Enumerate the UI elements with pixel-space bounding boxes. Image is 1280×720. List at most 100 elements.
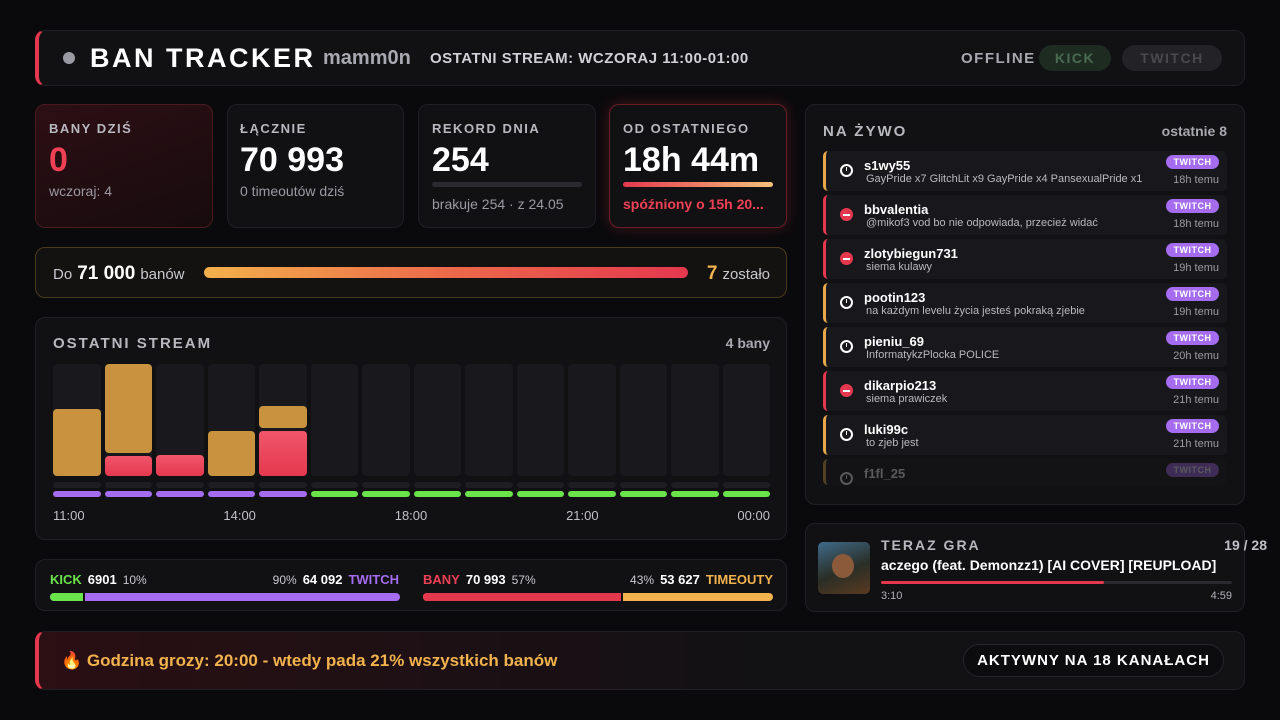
feed-entry: luki99c to zjeb jest TWITCH 21h temu [823, 415, 1227, 455]
platform-marker [413, 491, 461, 497]
platform-marker [156, 491, 204, 497]
platform-badge: TWITCH [1166, 199, 1219, 213]
x-label: 14:00 [223, 508, 256, 523]
feed-time: 21h temu [1173, 394, 1219, 406]
platform-marker [362, 491, 410, 497]
bans-pct: 57% [511, 573, 536, 587]
feed-message: na każdym levelu życia jesteś pokraką zj… [866, 305, 1085, 317]
feed-message: to zjeb jest [866, 437, 919, 449]
stat-label: BANY DZIŚ [49, 121, 133, 136]
split-panel [35, 559, 787, 611]
platform-bar [465, 482, 513, 488]
x-label: 11:00 [53, 508, 85, 523]
icon-hand [845, 167, 847, 171]
type-bar [423, 593, 773, 601]
x-label: 21:00 [566, 508, 599, 523]
song-progress [881, 581, 1232, 584]
record-bar [432, 182, 582, 187]
platform-bar [156, 482, 204, 488]
timeout-bar [53, 408, 101, 476]
feed-time: 20h temu [1173, 350, 1219, 362]
feed-user: bbvalentia [864, 202, 929, 217]
timeouts-pct: 43% [630, 573, 655, 587]
feed-entry: f1fl_25 TWITCH [823, 459, 1227, 485]
platform-bar [619, 482, 667, 488]
platform-badge: TWITCH [1166, 331, 1219, 345]
thumbnail-face [832, 554, 854, 578]
feed-message: siema kulawy [866, 261, 933, 273]
song-progress-fill [881, 581, 1105, 584]
platform-bar [413, 482, 461, 488]
channels-badge: AKTYWNY NA 18 KANAŁACH [963, 644, 1224, 677]
platform-bar [362, 482, 410, 488]
last-stream: OSTATNI STREAM: WCZORAJ 11:00-01:00 [430, 50, 749, 67]
kick-pct: 10% [122, 573, 147, 587]
bans-value: 70 993 [465, 572, 506, 587]
icon-hand [845, 343, 847, 347]
feed-time: 19h temu [1173, 262, 1219, 274]
twitch-button[interactable]: TWITCH [1122, 45, 1222, 71]
twitch-label: TWITCH [348, 572, 399, 587]
bans-share [423, 593, 623, 601]
stat-sub: spóźniony o 15h 20... [623, 196, 764, 212]
player-title: TERAZ GRA [881, 537, 981, 553]
platform-marker [259, 491, 307, 497]
platform-marker [516, 491, 564, 497]
kick-button[interactable]: KICK [1039, 45, 1111, 71]
platform-bar [104, 482, 152, 488]
icon-dash [843, 389, 850, 392]
platform-bar [50, 593, 400, 601]
icon-hand [845, 475, 847, 479]
column-bg [465, 364, 513, 476]
column-bg [671, 364, 719, 476]
ban-icon [840, 208, 853, 221]
feed-user: zlotybiegun731 [864, 246, 958, 261]
stat-value: 18h 44m [623, 141, 760, 179]
bans-label: BANY [423, 572, 460, 587]
x-labels: 11:00 14:00 18:00 21:00 00:00 [53, 508, 770, 523]
platform-marker [310, 491, 358, 497]
goal-suffix: banów [140, 266, 185, 283]
feed-entry: dikarpio213 siema prawiczek TWITCH 21h temu [823, 371, 1227, 411]
twitch-value: 64 092 [302, 572, 343, 587]
feed-message: InformatykzPlocka POLICE [866, 349, 1000, 361]
platform-bar [310, 482, 358, 488]
stat-value: 0 [49, 141, 68, 179]
column-bg [413, 364, 461, 476]
split-right: 90% 64 092 TWITCH [273, 572, 399, 587]
ban-bar [156, 454, 204, 476]
feed-entry: pieniu_69 InformatykzPlocka POLICE TWITCH 2… [823, 327, 1227, 367]
platform-bar [53, 482, 101, 488]
platform-bar [207, 482, 255, 488]
song: aczego (feat. Demonzz1) [AI COVER] [REUP… [881, 557, 1217, 573]
stat-label: REKORD DNIA [432, 121, 541, 136]
stat-sub: brakuje 254 · z 24.05 [432, 196, 564, 212]
feed-message: @mikof3 vod bo nie odpowiada, przecież w… [866, 217, 1098, 229]
timeout-icon [840, 428, 853, 441]
feed-user: s1wy55 [864, 158, 911, 173]
platform-marker [568, 491, 616, 497]
duration: 4:59 [1210, 590, 1232, 602]
player-panel [805, 523, 1245, 612]
timeout-icon [840, 164, 853, 177]
feed-time: 21h temu [1173, 438, 1219, 450]
platform-badge: TWITCH [1166, 419, 1219, 433]
platform-badge: TWITCH [1166, 375, 1219, 389]
feed-time: 18h temu [1173, 174, 1219, 186]
stat-sub: 0 timeoutów dziś [240, 183, 345, 199]
timeout-icon [840, 296, 853, 309]
feed-entry: zlotybiegun731 siema kulawy TWITCH 19h temu [823, 239, 1227, 279]
timeout-bar [207, 431, 255, 476]
feed-entry: pootin123 na każdym levelu życia jesteś p… [823, 283, 1227, 323]
feed-entry: bbvalentia @mikof3 vod bo nie odpowiada, … [823, 195, 1227, 235]
feed-entry: s1wy55 GayPride x7 GlitchLit x9 GayPride … [823, 151, 1227, 191]
platform-marker [671, 491, 719, 497]
player-position: 19 / 28 [1224, 537, 1267, 553]
feed-message: GayPride x7 GlitchLit x9 GayPride x4 Pan… [866, 173, 1143, 185]
platform-bar [259, 482, 307, 488]
stream-total: 4 bany [725, 335, 770, 351]
x-label: 18:00 [394, 508, 428, 523]
platform-bar [722, 482, 770, 488]
platform-badge: TWITCH [1166, 155, 1219, 169]
split-left: BANY 70 993 57% [423, 572, 536, 587]
